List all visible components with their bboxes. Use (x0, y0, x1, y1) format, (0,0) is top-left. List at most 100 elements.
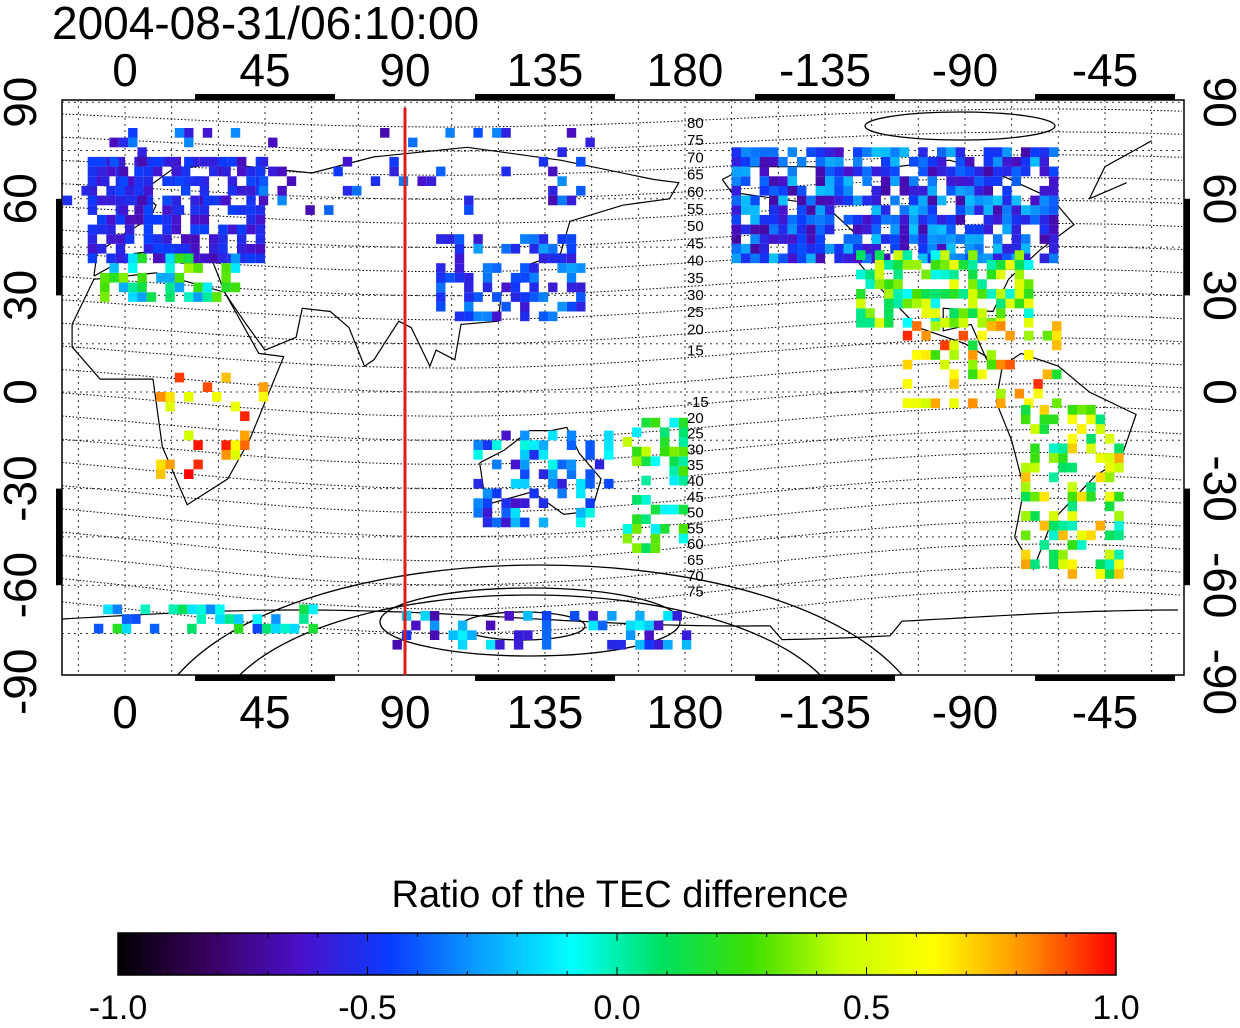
tec-patch (557, 459, 567, 470)
tec-patch (899, 214, 909, 225)
tec-patch (983, 214, 993, 225)
tec-patch (277, 166, 287, 177)
tec-patch (909, 224, 919, 235)
tec-patch (1049, 443, 1059, 454)
tec-patch (769, 214, 779, 225)
tec-patch (97, 156, 107, 167)
tec-patch (769, 147, 779, 157)
tec-patch (305, 205, 315, 215)
tec-patch (787, 214, 797, 225)
tec-patch (233, 623, 244, 634)
tec-patch (1114, 443, 1124, 454)
tec-patch (1052, 369, 1062, 380)
tec-patch (187, 623, 197, 634)
tec-patch (495, 639, 505, 650)
tec-patch (853, 195, 863, 206)
tec-patch (949, 340, 959, 351)
tec-patch (420, 611, 430, 621)
tec-patch (87, 195, 98, 206)
tec-patch (557, 234, 567, 244)
tec-patch (184, 469, 194, 479)
tec-patch (1049, 185, 1059, 196)
tec-patch (548, 253, 558, 264)
tec-patch (199, 224, 210, 235)
tec-patch (993, 214, 1003, 225)
tec-patch (949, 308, 959, 318)
tec-patch (958, 330, 969, 341)
tec-patch (588, 611, 598, 621)
tec-patch (230, 282, 241, 293)
tec-patch (538, 156, 549, 167)
tec-patch (1014, 279, 1025, 289)
tec-patch (156, 469, 166, 479)
tec-patch (983, 166, 993, 177)
tec-patch (209, 243, 219, 254)
tec-patch (993, 205, 1003, 215)
tec-patch (927, 166, 937, 177)
tec-patch (865, 317, 875, 328)
tec-patch (1030, 195, 1040, 206)
tec-patch (1039, 491, 1049, 502)
tec-patch (1014, 388, 1025, 399)
tec-patch (106, 195, 116, 206)
tec-patch (853, 234, 863, 244)
tec-patch (464, 282, 474, 293)
tec-patch (806, 195, 816, 206)
tec-patch (1042, 330, 1053, 341)
contour-line (62, 497, 1183, 538)
tec-patch (246, 214, 256, 225)
tec-patch (501, 430, 511, 441)
tec-patch (143, 176, 154, 186)
tec-patch (974, 253, 984, 264)
tec-patch (100, 282, 110, 293)
tec-patch (787, 224, 797, 235)
tec-patch (825, 147, 835, 157)
tec-patch (143, 156, 154, 167)
tec-patch (93, 623, 104, 634)
tec-patch (221, 372, 231, 383)
tec-patch (955, 253, 965, 264)
tec-patch (650, 543, 661, 553)
tec-patch (669, 446, 679, 457)
tec-patch (986, 350, 997, 360)
tec-patch (1021, 243, 1031, 254)
tec-patch (100, 176, 110, 186)
tec-patch (137, 195, 147, 206)
tec-patch (473, 128, 483, 138)
tec-patch (927, 234, 937, 244)
tec-patch (277, 195, 287, 206)
tec-patch (193, 292, 203, 302)
tec-patch (996, 398, 1006, 409)
tec-patch (787, 185, 797, 196)
tec-patch (731, 243, 741, 254)
tec-patch (899, 243, 909, 254)
tec-patch (221, 195, 231, 206)
tec-patch (255, 234, 266, 244)
tec-patch (893, 250, 903, 260)
tec-patch (308, 623, 318, 634)
tec-patch (853, 224, 863, 235)
tec-patch (115, 156, 126, 167)
colorbar-tick-label: -1.0 (88, 989, 148, 1027)
contour-line (62, 429, 1183, 465)
tec-patch (678, 466, 689, 476)
tec-patch (557, 488, 567, 499)
tec-patch (678, 475, 689, 486)
tec-patch (271, 614, 281, 624)
tec-patch (125, 195, 135, 206)
tec-patch (128, 253, 138, 264)
tec-patch (996, 308, 1006, 318)
tec-patch (856, 308, 866, 318)
tec-patch (1049, 147, 1059, 157)
colorbar-tick-label: 1.0 (1092, 989, 1140, 1027)
tec-patch (576, 478, 586, 489)
tec-patch (454, 243, 465, 254)
tec-patch (834, 166, 844, 177)
tec-patch (1033, 388, 1043, 399)
tec-patch (202, 195, 213, 206)
tec-patch (1058, 453, 1068, 463)
tec-patch (149, 623, 160, 634)
tec-patch (457, 639, 468, 650)
tec-patch (778, 195, 788, 206)
tec-patch (983, 176, 993, 186)
